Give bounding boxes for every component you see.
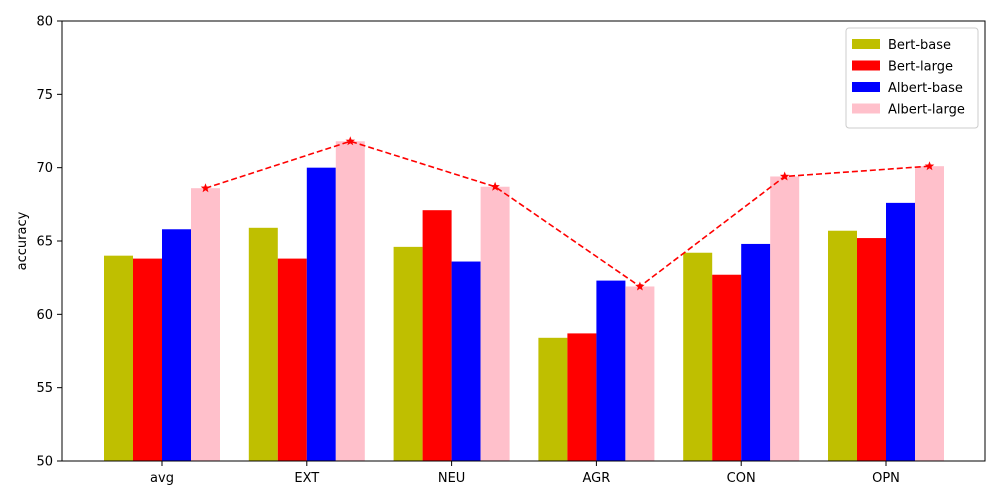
bar-albert-base-opn — [886, 202, 915, 461]
x-tick-label-opn: OPN — [872, 471, 900, 486]
bar-albert-base-avg — [162, 229, 191, 461]
legend-label-bert-large: Bert-large — [888, 60, 953, 75]
legend-swatch-bert-large — [852, 60, 880, 71]
x-axis: avg EXT NEU AGR CON OPN — [150, 461, 900, 486]
y-tick-label: 65 — [36, 235, 53, 250]
bar-bert-base-neu — [393, 246, 423, 461]
trend-marker-con — [779, 171, 790, 181]
legend-label-bert-base: Bert-base — [888, 38, 951, 53]
legend-swatch-bert-base — [852, 39, 880, 49]
x-tick-label-neu: NEU — [438, 471, 465, 486]
y-tick-label: 70 — [36, 161, 53, 176]
trend-marker-avg — [200, 183, 211, 193]
bar-bert-base-con — [683, 252, 713, 461]
legend-frame — [845, 27, 979, 129]
bar-albert-large-opn — [915, 166, 944, 461]
bar-bert-base-opn — [828, 230, 857, 461]
trend-marker-agr — [635, 281, 645, 291]
bar-bert-large-agr — [567, 333, 597, 461]
legend-label-albert-base: Albert-base — [888, 81, 963, 96]
y-tick-label: 80 — [36, 15, 53, 30]
bar-bert-large-ext — [277, 258, 307, 461]
x-tick-label-con: CON — [727, 471, 756, 486]
trend-line — [205, 140, 930, 288]
bar-albert-base-ext — [306, 167, 336, 461]
legend-swatch-albert-base — [852, 82, 880, 92]
bar-albert-large-avg — [191, 188, 220, 461]
bar-bert-base-ext — [248, 227, 278, 461]
bar-bert-large-avg — [133, 258, 162, 461]
bar-albert-large-agr — [625, 286, 655, 461]
x-tick-label-agr: AGR — [583, 471, 611, 486]
legend: Bert-base Bert-large Albert-base Albert-lar… — [845, 27, 979, 129]
bar-bert-large-con — [712, 274, 742, 461]
bar-albert-large-ext — [335, 141, 365, 461]
bar-albert-base-neu — [451, 261, 481, 461]
y-tick-label: 60 — [36, 308, 53, 323]
bar-albert-large-con — [770, 176, 800, 461]
bar-bert-large-neu — [422, 210, 452, 461]
y-tick-label: 75 — [36, 88, 53, 103]
y-axis-label: accuracy — [15, 211, 30, 270]
x-tick-label-ext: EXT — [294, 471, 319, 486]
legend-label-albert-large: Albert-large — [888, 103, 965, 118]
bar-albert-base-con — [741, 243, 771, 461]
trend-marker-neu — [490, 181, 500, 191]
bar-bert-base-avg — [104, 255, 133, 461]
trend-marker-ext — [345, 136, 356, 146]
trend-line-layer — [200, 136, 935, 291]
x-tick-label-avg: avg — [150, 471, 174, 486]
bar-albert-large-neu — [480, 186, 510, 461]
legend-swatch-albert-large — [852, 103, 880, 114]
y-tick-label: 50 — [36, 455, 53, 470]
bar-bert-large-opn — [857, 238, 886, 461]
y-axis: 50 55 60 65 70 75 80 — [36, 15, 62, 470]
trend-marker-opn — [924, 161, 935, 171]
y-tick-label: 55 — [36, 381, 53, 396]
bars-layer — [104, 141, 944, 461]
bar-bert-base-agr — [538, 337, 568, 461]
bar-albert-base-agr — [596, 280, 626, 461]
